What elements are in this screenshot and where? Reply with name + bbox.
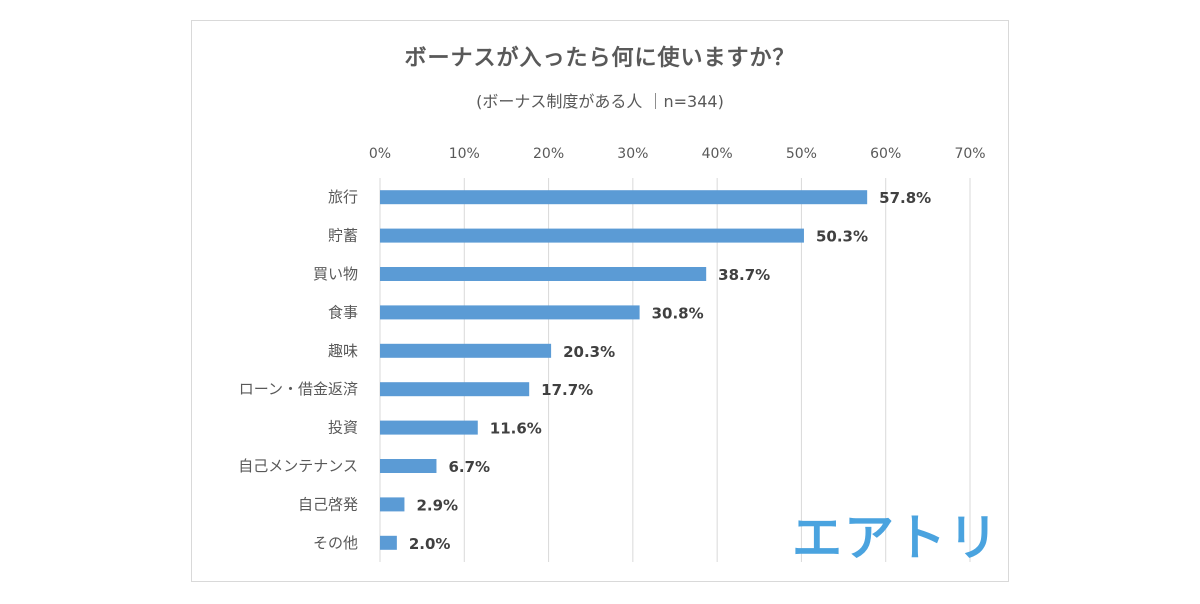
bar xyxy=(380,420,478,435)
bar xyxy=(380,382,530,397)
data-label: 6.7% xyxy=(448,458,490,476)
data-label: 57.8% xyxy=(879,189,931,207)
x-tick-label: 50% xyxy=(786,146,817,162)
data-label: 11.6% xyxy=(490,420,542,438)
data-label: 2.9% xyxy=(416,496,458,514)
x-tick-label: 10% xyxy=(449,146,480,162)
x-tick-label: 60% xyxy=(870,146,901,162)
category-label: 趣味 xyxy=(328,342,358,360)
category-label: 食事 xyxy=(328,303,358,321)
category-label: 買い物 xyxy=(313,265,358,283)
chart-frame xyxy=(191,20,1009,582)
category-label: 投資 xyxy=(328,419,358,437)
category-label: その他 xyxy=(313,534,358,552)
bar xyxy=(380,497,405,512)
category-label: ローン・借金返済 xyxy=(239,380,358,398)
data-label: 17.7% xyxy=(541,381,593,399)
bar xyxy=(380,267,707,281)
bar xyxy=(380,228,804,243)
data-label: 20.3% xyxy=(563,343,615,361)
x-tick-label: 20% xyxy=(533,146,564,162)
x-tick-label: 0% xyxy=(369,146,391,162)
bar xyxy=(380,305,640,320)
bar xyxy=(380,459,437,473)
bar xyxy=(380,343,552,358)
x-tick-label: 40% xyxy=(702,146,733,162)
data-label: 30.8% xyxy=(652,304,704,322)
airtrip-logo: エアトリ xyxy=(792,509,1000,567)
category-label: 自己メンテナンス xyxy=(238,457,358,475)
chart-title: ボーナスが入ったら何に使いますか？ xyxy=(404,46,796,71)
x-tick-label: 70% xyxy=(954,146,985,162)
data-label: 2.0% xyxy=(409,535,451,553)
bar xyxy=(380,535,397,550)
x-tick-label: 30% xyxy=(617,146,648,162)
category-label: 貯蓄 xyxy=(328,227,358,245)
data-label: 50.3% xyxy=(816,228,868,246)
data-label: 38.7% xyxy=(718,266,770,284)
category-label: 旅行 xyxy=(328,188,358,206)
chart-subtitle: (ボーナス制度がある人 ｜n=344) xyxy=(476,92,724,111)
category-label: 自己啓発 xyxy=(298,495,358,513)
bar xyxy=(380,190,868,205)
